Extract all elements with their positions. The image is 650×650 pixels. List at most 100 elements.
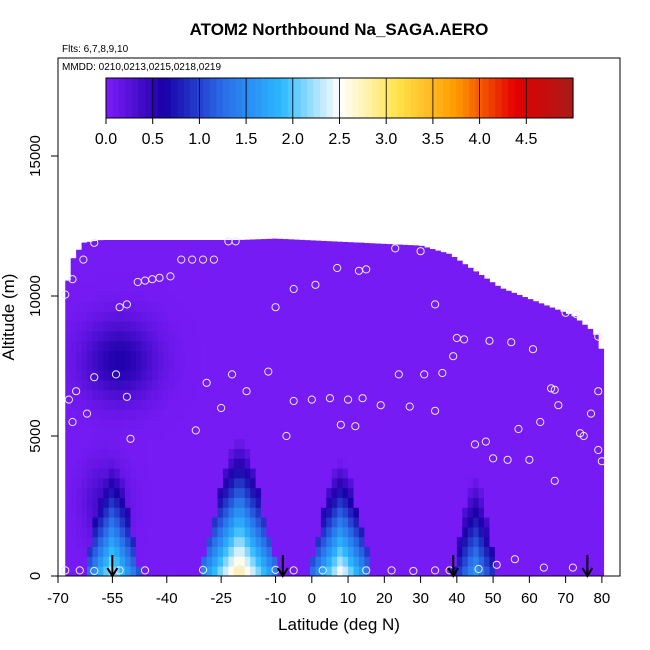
heatmap-cell [522,360,528,371]
heatmap-cell [484,311,490,322]
heatmap-cell [407,487,414,498]
heatmap-cell [424,507,431,518]
heatmap-cell [397,282,403,293]
heatmap-cell [424,399,431,410]
heatmap-cell [538,409,545,420]
heatmap-cell [266,272,273,283]
heatmap-cell [114,262,121,273]
heatmap-cell [424,566,431,577]
heatmap-cell [304,272,311,283]
y-tick-label: 10000 [27,275,44,317]
heatmap-cell [337,448,344,459]
heatmap-cell [201,536,208,547]
heatmap-cell [222,566,229,577]
heatmap-cell [87,262,93,273]
heatmap-cell [141,448,148,459]
heatmap-cell [331,360,338,371]
heatmap-cell [163,370,169,381]
heatmap-cell [435,370,441,381]
heatmap-cell [418,282,425,293]
heatmap-cell [288,478,295,489]
heatmap-cell [152,331,159,342]
heatmap-cell [413,282,420,293]
heatmap-cell [353,389,360,400]
heatmap-cell [97,468,104,479]
heatmap-cell [353,536,360,547]
heatmap-cell [130,252,137,263]
heatmap-cell [174,252,180,263]
x-tick-label: 60 [521,590,538,607]
heatmap-cell [424,247,431,253]
heatmap-cell [299,389,305,400]
heatmap-cell [375,409,382,420]
heatmap-cell [571,399,577,410]
heatmap-cell [592,419,599,430]
heatmap-cell [125,527,131,538]
heatmap-cell [391,478,398,489]
heatmap-cell [92,399,99,410]
heatmap-cell [190,291,197,302]
heatmap-cell [244,321,251,332]
heatmap-cell [309,438,316,449]
heatmap-cell [282,536,289,547]
heatmap-cell [375,380,382,391]
heatmap-cell [451,409,458,420]
heatmap-cell [271,527,278,538]
heatmap-cell [337,517,344,528]
heatmap-cell [478,380,485,391]
heatmap-cell [348,487,354,498]
sample-point [202,378,211,387]
heatmap-cell [125,350,131,361]
heatmap-cell [293,497,300,508]
heatmap-cell [337,566,344,577]
heatmap-cell [125,331,131,342]
colorbar-segment [248,78,256,118]
heatmap-cell [271,331,278,342]
heatmap-cell [76,438,82,449]
heatmap-cell [81,311,88,322]
heatmap-cell [429,438,436,449]
heatmap-cell [440,331,447,342]
heatmap-cell [179,507,186,518]
heatmap-cell [364,340,371,351]
heatmap-cell [407,448,414,459]
heatmap-cell [364,380,371,391]
heatmap-cell [255,380,262,391]
heatmap-cell [489,497,496,508]
heatmap-cell [201,340,208,351]
sample-point [550,476,559,485]
heatmap-cell [386,566,392,577]
heatmap-cell [320,556,327,567]
heatmap-cell [125,282,131,293]
heatmap-cell [255,419,262,430]
heatmap-cell [174,262,180,273]
heatmap-cell [201,556,208,567]
heatmap-cell [222,527,229,538]
heatmap-cell [505,429,512,440]
heatmap-cell [174,360,180,371]
heatmap-cell [391,331,398,342]
heatmap-cell [587,399,594,410]
heatmap-cell [353,419,360,430]
heatmap-cell [397,429,403,440]
colorbar-segment [449,78,457,118]
heatmap-cell [103,350,110,361]
heatmap-cell [353,438,360,449]
sample-point [79,255,88,264]
sample-point [318,566,327,575]
sample-point [387,566,396,575]
heatmap-cell [565,350,572,361]
heatmap-cell [576,517,583,528]
heatmap-cell [538,360,545,371]
heatmap-cell [576,360,583,371]
heatmap-cell [92,429,99,440]
heatmap-cell [462,370,469,381]
heatmap-cell [130,272,137,283]
heatmap-cell [418,380,425,391]
heatmap-cell [429,556,436,567]
heatmap-cell [353,497,360,508]
sample-point [430,300,440,309]
heatmap-cell [576,399,583,410]
heatmap-cell [271,556,278,567]
heatmap-cell [228,350,235,361]
